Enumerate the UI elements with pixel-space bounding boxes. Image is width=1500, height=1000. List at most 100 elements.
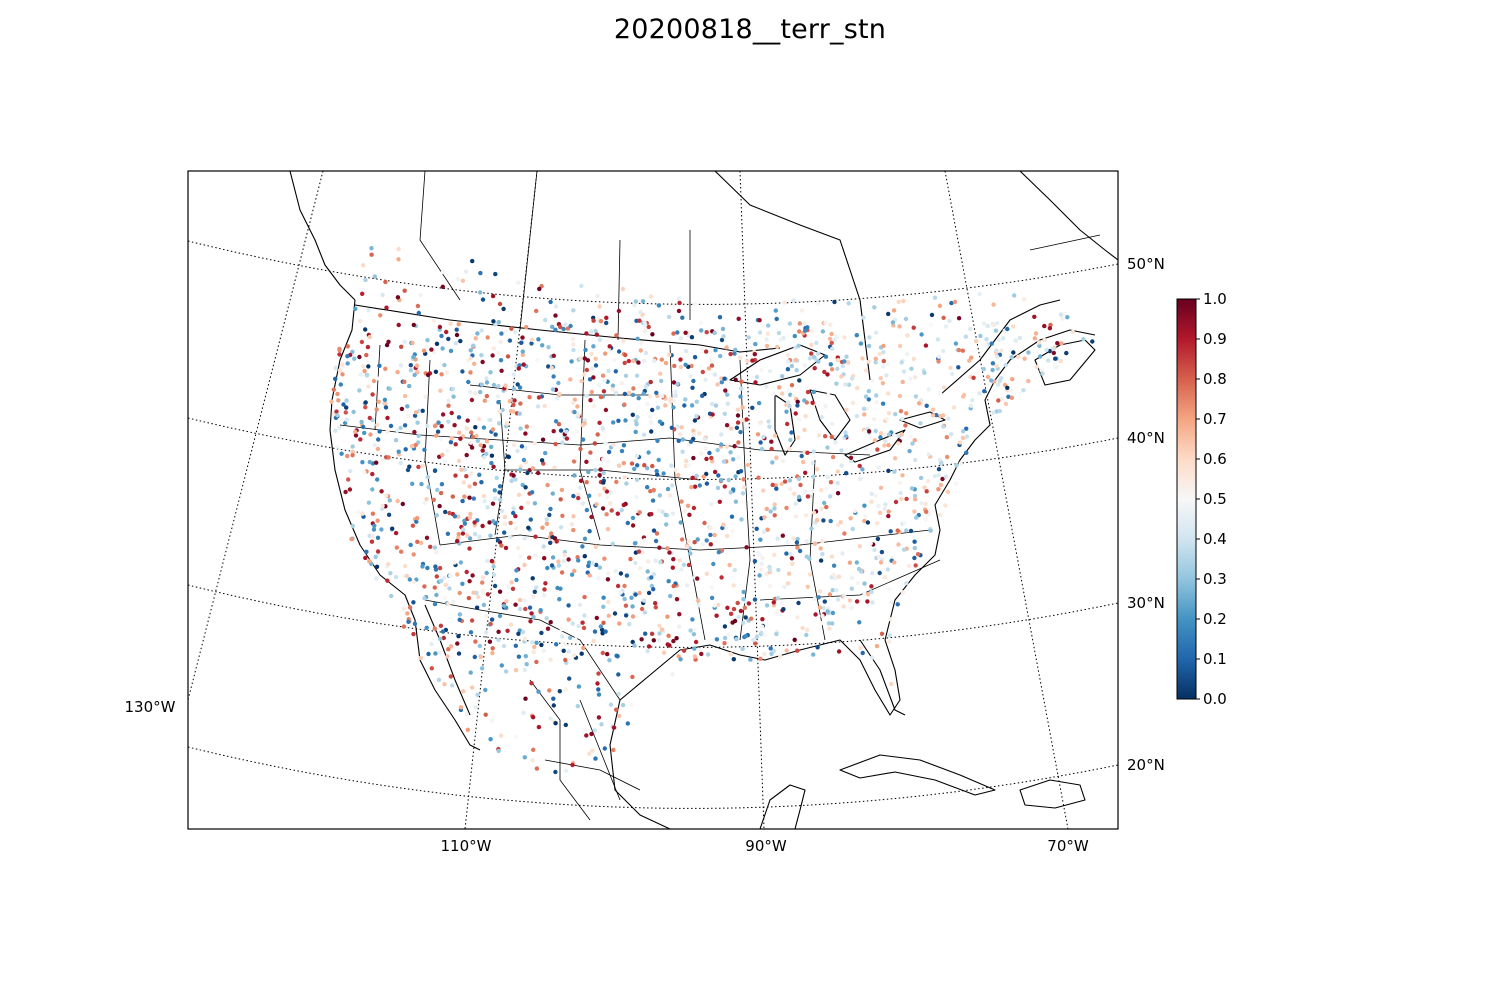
yucatan (759, 784, 806, 829)
station-point (407, 577, 412, 582)
station-point (556, 422, 562, 427)
station-point (721, 334, 726, 339)
station-point (329, 399, 334, 404)
station-point (736, 614, 741, 620)
station-point (350, 349, 355, 354)
station-point (796, 494, 802, 500)
station-point (734, 636, 739, 642)
station-point (964, 426, 969, 431)
station-point (331, 387, 336, 392)
station-point (709, 502, 714, 507)
station-point (479, 353, 484, 358)
station-point (514, 568, 519, 573)
station-point (639, 340, 644, 346)
station-point (438, 623, 444, 628)
station-point (829, 367, 835, 372)
station-point (411, 579, 416, 585)
meridian-130w (188, 171, 324, 701)
station-point (765, 527, 770, 532)
station-point (461, 689, 466, 694)
station-point (736, 440, 741, 445)
station-point (617, 463, 622, 468)
station-point (446, 403, 451, 408)
station-point (619, 381, 624, 386)
station-point (439, 482, 445, 487)
station-point (466, 379, 471, 385)
station-point (440, 452, 445, 458)
station-point (589, 389, 594, 395)
station-point (360, 460, 365, 465)
labrador-coast (1019, 171, 1118, 261)
station-point (593, 328, 598, 334)
station-point (630, 392, 636, 398)
station-point (792, 491, 797, 496)
station-point (758, 440, 763, 445)
station-point (886, 513, 891, 519)
station-point (1048, 322, 1053, 328)
station-point (445, 654, 450, 659)
station-point (838, 520, 843, 525)
station-point (751, 637, 756, 643)
station-point (677, 296, 682, 301)
station-point (623, 613, 629, 618)
station-point (893, 499, 899, 505)
station-point (591, 318, 596, 323)
station-point (832, 299, 837, 305)
station-point (818, 546, 823, 551)
station-point (518, 401, 523, 406)
station-point (945, 489, 951, 494)
station-point (493, 432, 498, 437)
station-point (497, 613, 503, 619)
station-point (637, 590, 642, 596)
station-point (472, 520, 477, 525)
station-point (548, 620, 553, 625)
station-point (553, 327, 558, 332)
station-point (870, 600, 875, 605)
station-point (785, 581, 791, 586)
station-point (1040, 371, 1045, 376)
station-point (621, 443, 627, 448)
station-point (741, 620, 746, 626)
station-point (516, 280, 521, 285)
station-point (971, 375, 976, 380)
station-point (429, 666, 434, 671)
station-point (534, 308, 539, 314)
station-point (357, 388, 362, 393)
station-point (891, 433, 897, 438)
station-point (687, 512, 692, 517)
station-point (786, 388, 791, 394)
station-point (873, 493, 878, 498)
station-point (420, 564, 425, 569)
station-point (523, 606, 528, 612)
florida (859, 639, 906, 716)
station-point (699, 346, 705, 352)
station-point (757, 318, 762, 323)
station-point (997, 408, 1002, 414)
station-point (719, 380, 724, 385)
station-point (678, 336, 684, 341)
station-point (639, 606, 645, 612)
station-point (370, 471, 375, 477)
station-point (538, 608, 543, 613)
station-point (385, 429, 390, 434)
station-point (1055, 341, 1060, 346)
station-point (759, 624, 765, 629)
station-point (774, 486, 779, 491)
station-point (744, 417, 749, 422)
station-point (358, 372, 363, 377)
station-point (874, 393, 879, 398)
station-point (828, 518, 833, 524)
station-point (412, 429, 417, 435)
station-point (519, 505, 524, 510)
station-point (803, 470, 808, 475)
station-point (757, 573, 762, 578)
station-point (999, 397, 1004, 402)
station-point (503, 545, 509, 551)
station-point (977, 391, 982, 396)
station-point (735, 420, 741, 425)
station-point (861, 406, 867, 411)
station-point (1037, 343, 1042, 348)
station-point (732, 351, 737, 356)
station-point (544, 521, 550, 526)
station-point (442, 459, 448, 464)
